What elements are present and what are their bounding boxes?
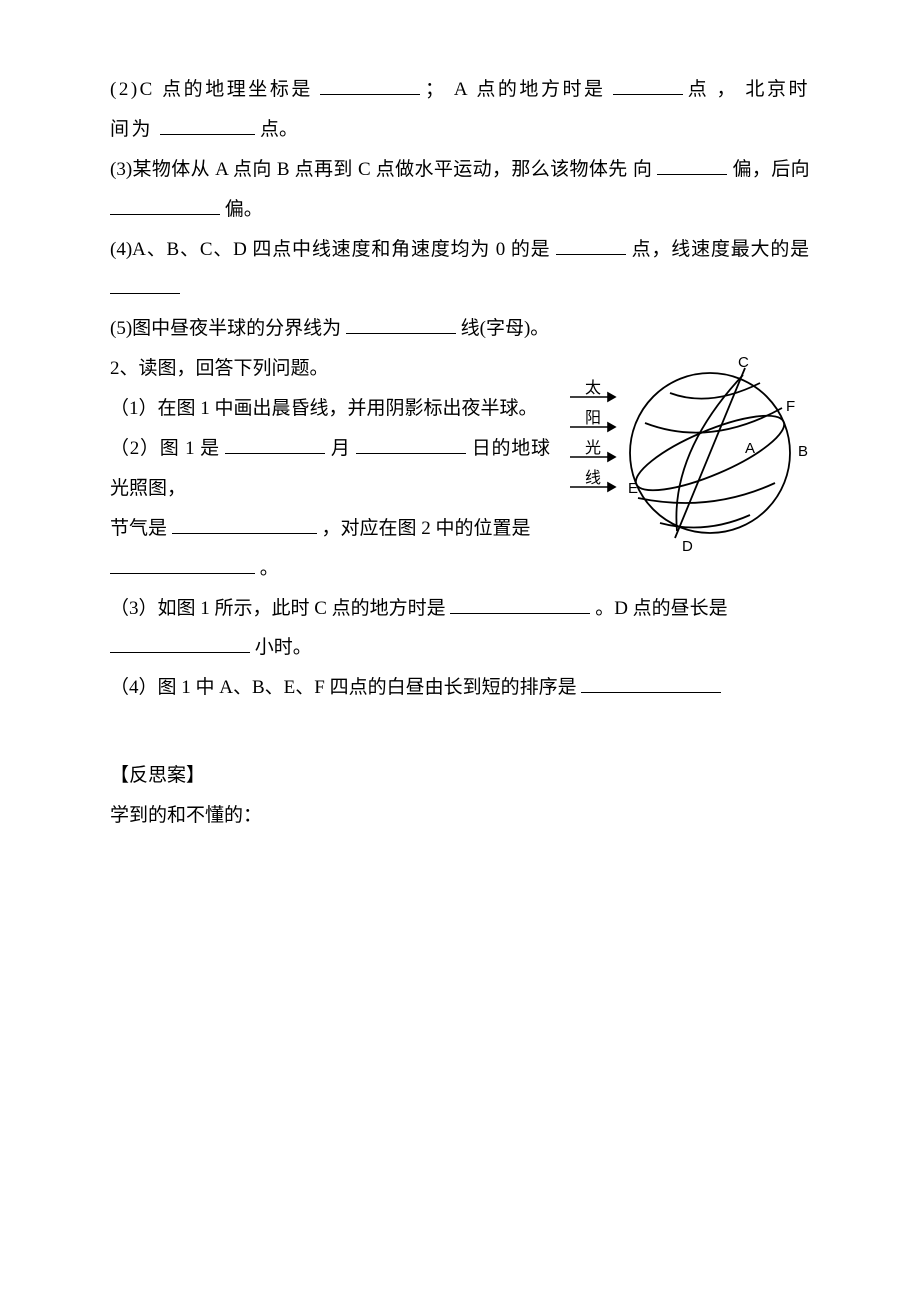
q1-p5-text-b: 线(字母)。: [461, 318, 550, 339]
blank-a-localtime[interactable]: [613, 75, 683, 95]
q2-s3-a: （3）如图 1 所示，此时 C 点的地方时是: [110, 598, 446, 619]
blank-deflect-first[interactable]: [657, 155, 727, 175]
q1-part5: (5)图中昼夜半球的分界线为 线(字母)。: [110, 309, 810, 349]
blank-beijing-time[interactable]: [160, 115, 255, 135]
q1-p3-text-a: (3)某物体从 A 点向 B 点再到 C 点做水平运动，那么该物体先 向: [110, 159, 652, 180]
blank-terminator-line[interactable]: [346, 314, 456, 334]
q1-p2-text-d: 点。: [260, 119, 298, 140]
q2-s2-b: 月: [331, 438, 351, 459]
blank-month[interactable]: [225, 434, 325, 454]
point-e-label: E: [628, 480, 638, 497]
sun-label-3: 线: [585, 469, 601, 487]
earth-svg: 太 阳 光 线 C F A: [560, 353, 810, 558]
q2-s3-b: 。D 点的昼长是: [595, 598, 727, 619]
blank-solar-term[interactable]: [172, 514, 317, 534]
point-b-label: B: [798, 443, 808, 460]
q1-part4: (4)A、B、C、D 四点中线速度和角速度均为 0 的是 点，线速度最大的是: [110, 230, 810, 310]
blank-fig2-position[interactable]: [110, 554, 255, 574]
blank-day[interactable]: [356, 434, 466, 454]
q1-p4-text-b: 点，线速度最大的是: [632, 239, 810, 260]
q1-part3: (3)某物体从 A 点向 B 点再到 C 点做水平运动，那么该物体先 向 偏，后…: [110, 150, 810, 230]
q2-s2-a: （2）图 1 是: [110, 438, 220, 459]
sun-label-2: 光: [585, 439, 601, 457]
blank-zero-speed-point[interactable]: [556, 235, 626, 255]
q2-s4-a: （4）图 1 中 A、B、E、F 四点的白昼由长到短的排序是: [110, 677, 577, 698]
point-c-label: C: [738, 354, 749, 371]
earth-figure: 太 阳 光 线 C F A: [560, 353, 810, 573]
sun-label-0: 太: [585, 379, 601, 397]
q2-s2-e: ，对应在图 2 中的位置是: [322, 518, 531, 539]
q2-block: 太 阳 光 线 C F A: [110, 349, 810, 708]
q2-s3-c: 小时。: [255, 637, 312, 658]
q2-sub4: （4）图 1 中 A、B、E、F 四点的白昼由长到短的排序是: [110, 668, 810, 708]
point-a-label: A: [745, 440, 755, 457]
reflection-head: 【反思案】: [110, 756, 810, 796]
q2-sub3-line1: （3）如图 1 所示，此时 C 点的地方时是 。D 点的昼长是: [110, 589, 810, 629]
q1-p2-text-a: (2)C 点的地理坐标是: [110, 79, 320, 100]
spacer: [110, 708, 810, 744]
blank-c-localtime[interactable]: [450, 594, 590, 614]
blank-d-daylength[interactable]: [110, 633, 250, 653]
point-d-label: D: [682, 538, 693, 555]
reflection-body: 学到的和不懂的：: [110, 796, 810, 836]
q1-p4-text-a: (4)A、B、C、D 四点中线速度和角速度均为 0 的是: [110, 239, 556, 260]
point-f-label: F: [786, 398, 795, 415]
q1-p3-text-b: 偏，后向: [732, 159, 810, 180]
blank-deflect-second[interactable]: [110, 195, 220, 215]
blank-max-linear-speed[interactable]: [110, 274, 180, 294]
q2-s2-d: 节气是: [110, 518, 167, 539]
q1-p3-text-c: 偏。: [225, 199, 263, 220]
blank-daylength-order[interactable]: [581, 673, 721, 693]
sun-label-1: 阳: [585, 409, 601, 427]
q1-part2: (2)C 点的地理坐标是 ； A 点的地方时是 点 ， 北京时间为 点。: [110, 70, 810, 150]
q1-p2-text-b: ； A 点的地方时是: [425, 79, 613, 100]
blank-c-coord[interactable]: [320, 75, 420, 95]
q1-p5-text-a: (5)图中昼夜半球的分界线为: [110, 318, 346, 339]
q2-s2-f: 。: [260, 558, 279, 579]
q2-sub3-line2: 小时。: [110, 628, 810, 668]
